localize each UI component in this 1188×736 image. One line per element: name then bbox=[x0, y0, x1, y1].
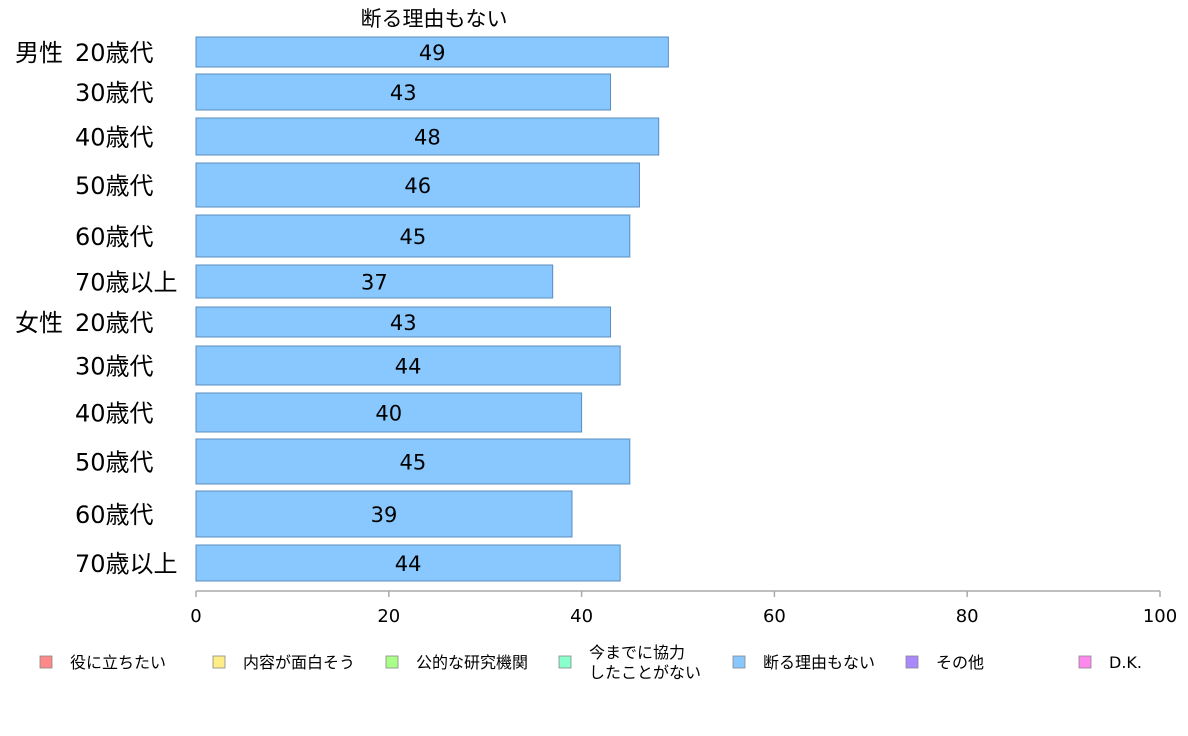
legend-item: 内容が面白そう bbox=[212, 653, 355, 672]
legend-label: その他 bbox=[936, 653, 984, 672]
bar bbox=[195, 117, 660, 156]
tick-label: 80 bbox=[956, 606, 979, 627]
category-label: 60歳代 bbox=[75, 223, 154, 251]
group-label: 男性 bbox=[15, 39, 63, 67]
bar-value-label: 49 bbox=[419, 41, 446, 65]
bars: 49 20歳代 43 30歳代 48 40歳代 46 50歳代 45 60歳代 37 70歳以上 43 2… bbox=[15, 36, 669, 582]
legend-label: 今までに協力 bbox=[589, 643, 685, 662]
tick-label: 0 bbox=[190, 606, 201, 627]
bar bbox=[195, 490, 573, 538]
bar-value-label: 45 bbox=[400, 451, 427, 475]
legend-swatch bbox=[732, 655, 746, 669]
category-label: 30歳代 bbox=[75, 79, 154, 107]
tick-label: 60 bbox=[763, 606, 786, 627]
bar bbox=[195, 544, 621, 582]
bar-value-label: 46 bbox=[404, 174, 431, 198]
legend-item: D.K. bbox=[1078, 653, 1142, 672]
bar-value-label: 48 bbox=[414, 126, 441, 150]
category-label: 40歳代 bbox=[75, 400, 154, 428]
tick-label: 100 bbox=[1143, 606, 1177, 627]
bar-value-label: 40 bbox=[375, 402, 402, 426]
bar-value-label: 44 bbox=[395, 552, 422, 576]
legend-swatch bbox=[212, 655, 226, 669]
category-label: 20歳代 bbox=[75, 39, 154, 67]
bar-value-label: 43 bbox=[390, 81, 417, 105]
legend-item: 公的な研究機関 bbox=[385, 653, 528, 672]
tick-label: 20 bbox=[377, 606, 400, 627]
bar-value-label: 44 bbox=[395, 355, 422, 379]
x-axis-ticks: 0 20 40 60 80 100 bbox=[190, 591, 1177, 627]
legend-item: その他 bbox=[905, 653, 984, 672]
bar bbox=[195, 306, 612, 338]
legend-label: したことがない bbox=[589, 663, 701, 682]
bar bbox=[195, 162, 640, 208]
legend-label: D.K. bbox=[1109, 653, 1142, 672]
legend-swatch bbox=[385, 655, 399, 669]
category-label: 70歳以上 bbox=[75, 269, 178, 297]
bar-value-label: 43 bbox=[390, 311, 417, 335]
legend-label: 役に立ちたい bbox=[70, 653, 166, 672]
legend-swatch bbox=[905, 655, 919, 669]
bar bbox=[195, 214, 631, 258]
legend-item: 役に立ちたい bbox=[39, 653, 166, 672]
category-label: 60歳代 bbox=[75, 501, 154, 529]
category-label: 20歳代 bbox=[75, 309, 154, 337]
bar bbox=[195, 36, 669, 68]
bar-value-label: 39 bbox=[371, 503, 398, 527]
category-label: 50歳代 bbox=[75, 449, 154, 477]
bar bbox=[195, 73, 612, 111]
category-label: 30歳代 bbox=[75, 353, 154, 381]
tick-label: 40 bbox=[570, 606, 593, 627]
category-label: 40歳代 bbox=[75, 124, 154, 152]
category-label: 70歳以上 bbox=[75, 550, 178, 578]
group-label: 女性 bbox=[15, 309, 63, 337]
bar bbox=[195, 345, 621, 386]
category-label: 50歳代 bbox=[75, 172, 154, 200]
bar-value-label: 45 bbox=[400, 225, 427, 249]
legend-swatch bbox=[1078, 655, 1092, 669]
legend-label: 公的な研究機関 bbox=[416, 653, 528, 672]
bar bbox=[195, 392, 583, 433]
legend-swatch bbox=[39, 655, 53, 669]
legend-label: 断る理由もない bbox=[763, 653, 875, 672]
legend-label: 内容が面白そう bbox=[243, 653, 355, 672]
bar bbox=[195, 264, 554, 299]
chart-title: 断る理由もない bbox=[361, 7, 508, 31]
legend-item: 断る理由もない bbox=[732, 653, 875, 672]
legend-swatch bbox=[558, 655, 572, 669]
bar bbox=[195, 438, 631, 485]
bar-value-label: 37 bbox=[361, 271, 388, 295]
